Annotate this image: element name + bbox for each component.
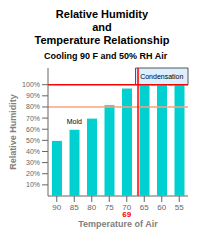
svg-text:50%: 50% (26, 137, 40, 144)
svg-text:Mold: Mold (67, 118, 82, 125)
html-text:Relative Humidity and Temperat: Relative Humidity and Temperature Relati… (34, 8, 170, 46)
svg-text:70: 70 (122, 202, 132, 212)
svg-text:Condensation: Condensation (140, 73, 183, 80)
svg-text:60%: 60% (26, 126, 40, 133)
svg-text:69: 69 (122, 210, 131, 219)
svg-text:100%: 100% (22, 81, 40, 88)
svg-text:20%: 20% (26, 170, 40, 177)
svg-text:85: 85 (70, 203, 79, 212)
html-text:Cooling 90 F and 50% RH Air: Cooling 90 F and 50% RH Air (44, 51, 168, 61)
svg-text:40%: 40% (26, 148, 40, 155)
svg-text:30%: 30% (26, 159, 40, 166)
svg-text:80%: 80% (26, 103, 40, 110)
svg-text:80: 80 (87, 203, 96, 212)
svg-text:75: 75 (105, 203, 114, 212)
svg-text:60: 60 (157, 203, 166, 212)
svg-text:65: 65 (140, 203, 149, 212)
svg-text:55: 55 (175, 203, 184, 212)
svg-text:Temperature of Air: Temperature of Air (78, 219, 158, 229)
svg-text:90: 90 (52, 203, 61, 212)
svg-text:90%: 90% (26, 92, 40, 99)
svg-text:70%: 70% (26, 115, 40, 122)
svg-text:Relative Humidity: Relative Humidity (8, 94, 18, 170)
svg-text:10%: 10% (26, 181, 40, 188)
